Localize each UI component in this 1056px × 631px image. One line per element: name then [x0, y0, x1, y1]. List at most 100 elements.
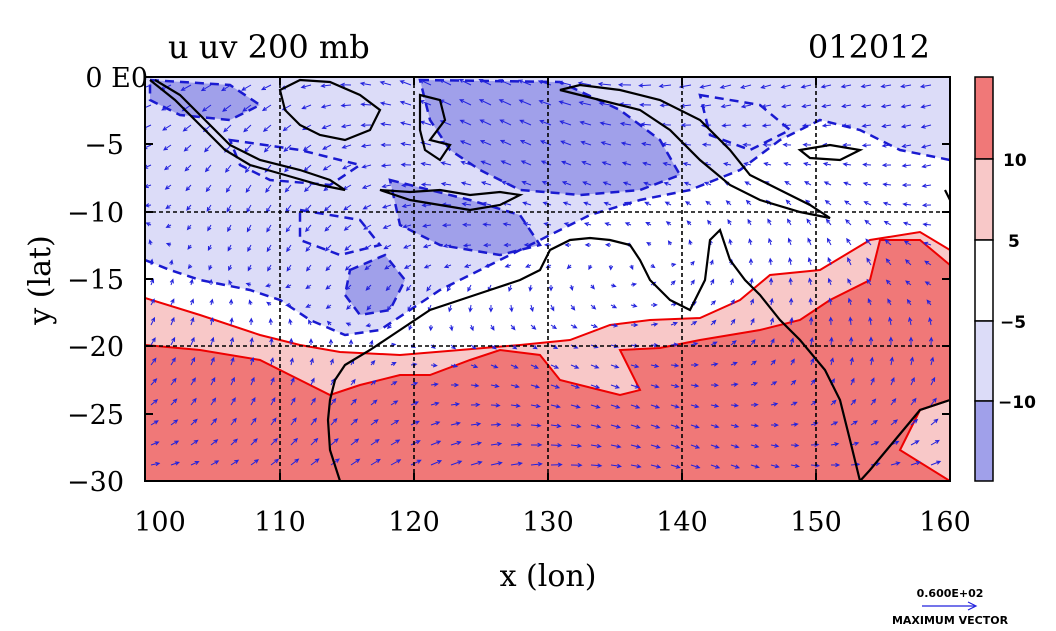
wind-vector-arrow [901, 182, 912, 188]
wind-vector-arrow [430, 421, 441, 426]
wind-vector-arrow [165, 204, 172, 210]
wind-vector-arrow [150, 357, 157, 366]
wind-vector-arrow [598, 101, 612, 106]
wind-vector-arrow [244, 164, 252, 174]
wind-vector-arrow [690, 404, 700, 409]
map-plot-area: 100 110 120 130 140 150 160 0 E0 −5 −10 … [23, 63, 971, 594]
wind-vector-arrow [743, 162, 752, 167]
wind-vector-arrow [270, 396, 276, 406]
wind-vector-arrow [180, 84, 192, 91]
wind-vector-arrow [850, 420, 858, 426]
wind-vector-arrow [430, 440, 442, 446]
wind-vector-arrow [639, 102, 652, 108]
wind-vector-arrow [910, 440, 920, 446]
wind-vector-arrow [226, 204, 232, 213]
wind-vector-arrow [390, 439, 401, 446]
map-title: u uv 200 mb [168, 28, 370, 66]
wind-vector-arrow [250, 459, 260, 466]
wind-vector-arrow [548, 285, 554, 292]
wind-vector-arrow [740, 84, 752, 89]
wind-vector-arrow [344, 244, 352, 251]
wind-vector-arrow [360, 122, 372, 128]
wind-vector-arrow [184, 164, 192, 172]
wind-vector-arrow [170, 298, 175, 306]
wind-vector-arrow [686, 220, 692, 226]
wind-vector-arrow [150, 278, 155, 286]
wind-vector-arrow [789, 337, 795, 346]
wind-vector-arrow [710, 300, 717, 306]
wind-vector-arrow [890, 419, 898, 426]
wind-vector-arrow [305, 224, 312, 233]
wind-vector-arrow [330, 397, 337, 406]
wind-vector-arrow [463, 263, 472, 268]
vector-key-magnitude: 0.600E+02 [917, 587, 984, 600]
wind-vector-arrow [438, 79, 452, 86]
wind-vector-arrow [510, 461, 523, 466]
wind-vector-arrow [370, 399, 378, 406]
wind-vector-arrow [320, 83, 332, 88]
wind-vector-arrow [860, 103, 872, 109]
wind-vector-arrow [363, 244, 372, 251]
wind-vector-arrow [401, 203, 412, 208]
wind-vector-arrow [370, 438, 380, 446]
wind-vector-arrow [707, 219, 712, 226]
wind-vector-arrow [528, 284, 533, 292]
wind-vector-arrow [290, 417, 297, 426]
wind-vector-arrow [890, 397, 897, 406]
wind-vector-arrow [762, 142, 772, 148]
wind-vector-arrow [386, 324, 392, 330]
wind-vector-arrow [802, 142, 812, 148]
wind-vector-arrow [730, 423, 740, 428]
colorbar: 10 5 −5 −10 [974, 76, 1036, 482]
wind-vector-arrow [344, 264, 352, 271]
wind-vector-arrow [227, 224, 232, 233]
wind-vector-arrow [826, 237, 832, 246]
wind-vector-arrow [760, 84, 772, 89]
wind-vector-arrow [690, 424, 700, 429]
wind-vector-arrow [720, 104, 732, 109]
wind-vector-arrow [320, 104, 332, 109]
wind-vector-arrow [190, 377, 196, 386]
wind-vector-arrow [450, 460, 463, 466]
wind-vector-arrow [530, 384, 540, 389]
wind-vector-arrow [529, 304, 534, 313]
y-tick-label: −5 [84, 130, 124, 161]
wind-vector-arrow [570, 424, 582, 429]
wind-vector-arrow [910, 397, 917, 406]
wind-vector-arrow [350, 458, 361, 466]
wind-vector-arrow [710, 464, 721, 469]
wind-vector-arrow [921, 183, 932, 188]
wind-vector-arrow [270, 417, 277, 426]
wind-vector-arrow [863, 201, 872, 206]
wind-vector-arrow [808, 297, 813, 306]
wind-vector-arrow [390, 459, 402, 466]
wind-vector-arrow [930, 460, 942, 466]
wind-vector-arrow [309, 357, 314, 366]
wind-vector-arrow [210, 336, 215, 346]
wind-vector-arrow [890, 461, 901, 466]
wind-vector-arrow [788, 297, 794, 306]
wind-vector-arrow [670, 363, 680, 368]
wind-vector-arrow [570, 462, 583, 468]
axis-ticks [145, 77, 950, 481]
wind-vector-arrow [210, 439, 219, 446]
wind-vector-arrow [504, 263, 512, 268]
wind-vector-arrow [461, 202, 472, 207]
wind-vector-arrow [422, 244, 432, 249]
wind-vector-arrow [770, 338, 775, 346]
wind-vector-arrow [864, 219, 872, 226]
wind-vector-arrow [583, 201, 592, 206]
wind-vector-arrow [788, 257, 793, 266]
colorbar-label: −10 [998, 393, 1036, 413]
colorbar-swatch-weak-negative [974, 320, 994, 402]
wind-vector-arrow [305, 303, 312, 308]
wind-vector-arrow [630, 282, 638, 287]
wind-vector-arrow [887, 298, 892, 306]
wind-vector-arrow [868, 316, 873, 326]
wind-vector-arrow [150, 441, 160, 446]
wind-vector-arrow [210, 377, 216, 386]
wind-vector-arrow [630, 424, 641, 429]
wind-vector-arrow [789, 316, 794, 326]
wind-vector-arrow [350, 378, 356, 386]
